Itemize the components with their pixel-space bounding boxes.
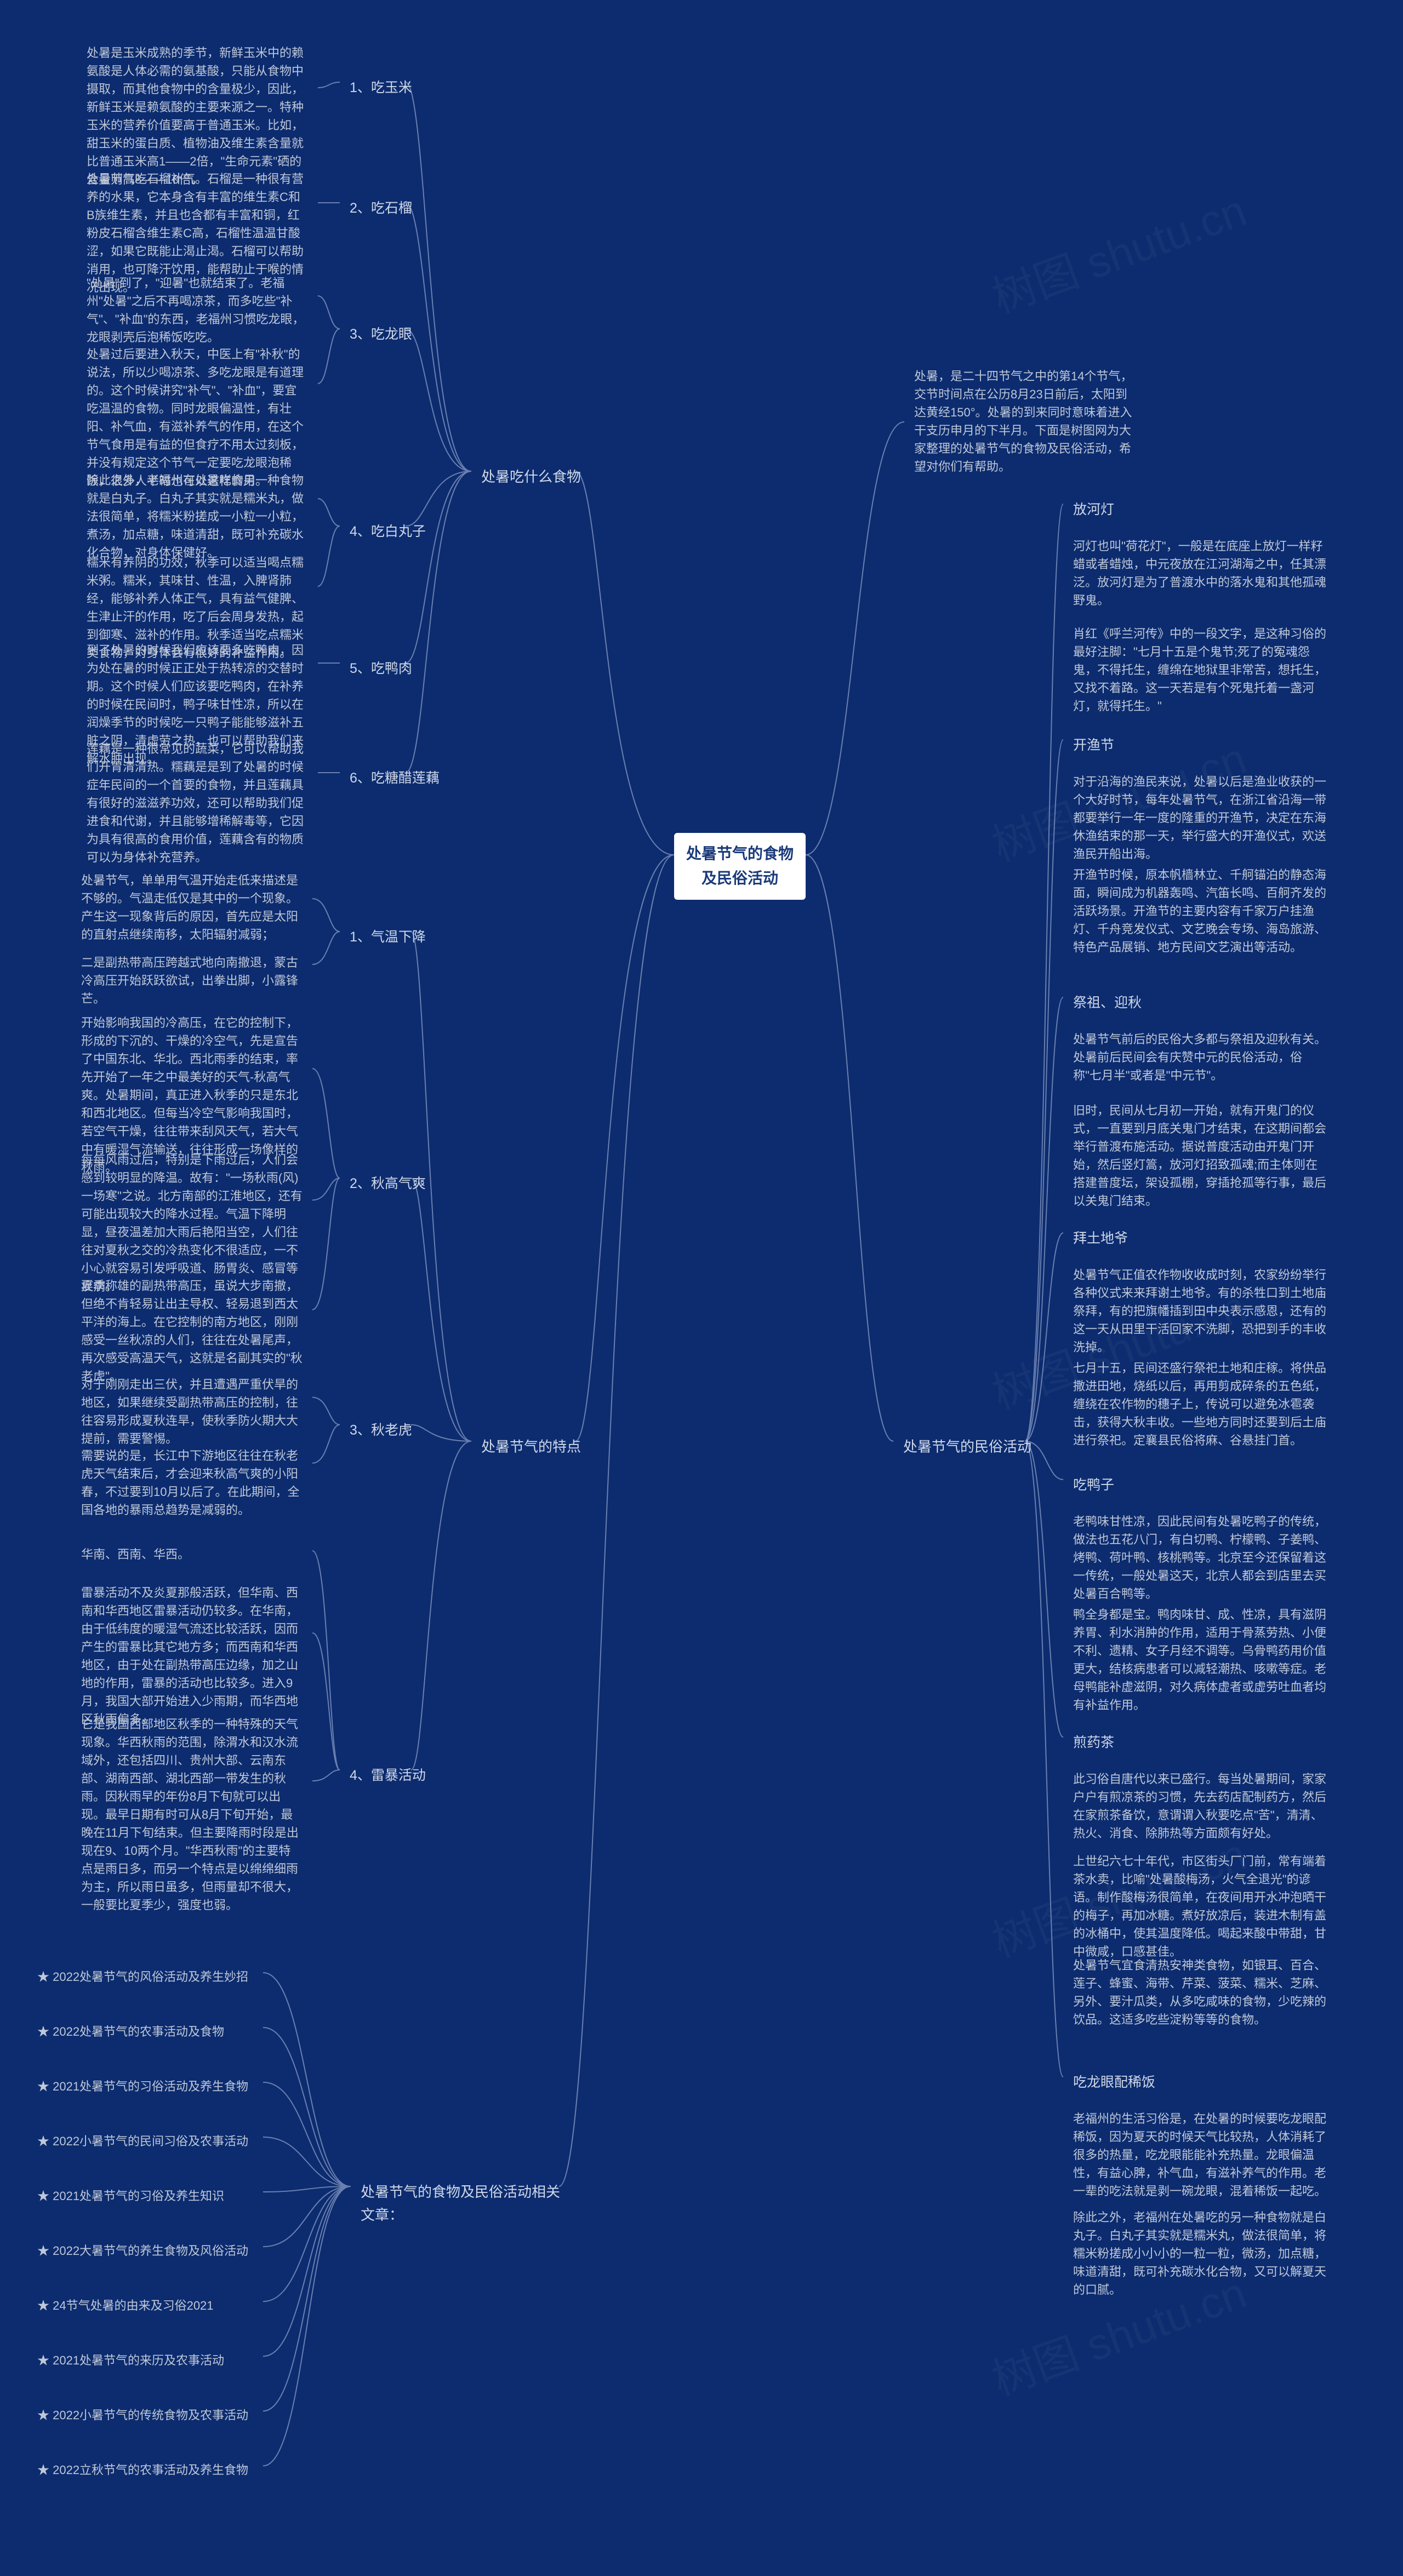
feature-leaf: 处暑节气，单单用气温开始走低来描述是不够的。气温走低仅是其中的一个现象。产生这一… bbox=[71, 866, 312, 949]
root-node: 处暑节气的食物及民俗活动 bbox=[674, 833, 806, 900]
related-link[interactable]: ★ 2022处暑节气的农事活动及食物 bbox=[27, 2017, 234, 2047]
feature-leaf: 需要说的是，长江中下游地区往往在秋老虎天气结束后，才会迎来秋高气爽的小阳春，不过… bbox=[71, 1441, 312, 1524]
related-link[interactable]: ★ 24节气处暑的由来及习俗2021 bbox=[27, 2291, 224, 2321]
food-leaf: 莲藕是一种很常见的蔬菜，它可以帮助我们开胃清清热。糯藕是是到了处暑的时候症年民间… bbox=[77, 734, 318, 872]
custom-leaf: 对于沿海的渔民来说，处暑以后是渔业收获的一个大好时节，每年处暑节气，在浙江省沿海… bbox=[1063, 767, 1337, 869]
related-link[interactable]: ★ 2022小暑节气的传统食物及农事活动 bbox=[27, 2400, 258, 2430]
custom-leaf: 除此之外，老福州在处暑吃的另一种食物就是白丸子。白丸子其实就是糯米丸，做法很简单… bbox=[1063, 2203, 1337, 2304]
custom-leaf: 河灯也叫"荷花灯"，一般是在底座上放灯一样籽蜡或者蜡烛，中元夜放在江河湖海之中，… bbox=[1063, 532, 1337, 615]
branch-foods: 处暑吃什么食物 bbox=[471, 460, 591, 494]
watermark: 树图 shutu.cn bbox=[983, 176, 1256, 333]
related-link[interactable]: ★ 2021处暑节气的习俗及养生知识 bbox=[27, 2181, 234, 2211]
feature-item-1: 1、气温下降 bbox=[340, 921, 436, 953]
related-link[interactable]: ★ 2022小暑节气的民间习俗及农事活动 bbox=[27, 2126, 258, 2156]
feature-item-4: 4、雷暴活动 bbox=[340, 1759, 436, 1792]
food-item-4: 4、吃白丸子 bbox=[340, 515, 436, 548]
custom-leaf: 此习俗自唐代以来已盛行。每当处暑期间，家家户户有煎凉茶的习惯，先去药店配制药方，… bbox=[1063, 1764, 1337, 1848]
feature-leaf: 它是我国西部地区秋季的一种特殊的天气现象。华西秋雨的范围，除渭水和汉水流域外，还… bbox=[71, 1710, 312, 1920]
feature-item-3: 3、秋老虎 bbox=[340, 1414, 422, 1447]
food-item-2: 2、吃石榴 bbox=[340, 192, 422, 225]
custom-leaf: 旧时，民间从七月初一开始，就有开鬼门的仪式，一直要到月底关鬼门才结束，在这期间都… bbox=[1063, 1096, 1337, 1215]
custom-item-1: 放河灯 bbox=[1063, 493, 1124, 526]
food-item-3: 3、吃龙眼 bbox=[340, 318, 422, 351]
custom-item-4: 拜土地爷 bbox=[1063, 1222, 1138, 1255]
custom-item-5: 吃鸭子 bbox=[1063, 1469, 1124, 1501]
custom-leaf: 处暑节气正值农作物收收成时刻，农家纷纷举行各种仪式来来拜谢土地爷。有的杀牲口到土… bbox=[1063, 1260, 1337, 1362]
custom-leaf: 老鸭味甘性凉，因此民间有处暑吃鸭子的传统，做法也五花八门，有白切鸭、柠檬鸭、子姜… bbox=[1063, 1507, 1337, 1608]
custom-leaf: 老福州的生活习俗是，在处暑的时候要吃龙眼配稀饭，因为夏天的时候天气比较热，人体消… bbox=[1063, 2104, 1337, 2206]
related-link[interactable]: ★ 2022大暑节气的养生食物及风俗活动 bbox=[27, 2236, 258, 2266]
custom-leaf: 处暑节气宜食清热安神类食物，如银耳、百合、莲子、蜂蜜、海带、芹菜、菠菜、糯米、芝… bbox=[1063, 1951, 1337, 2034]
related-link[interactable]: ★ 2021处暑节气的来历及农事活动 bbox=[27, 2345, 234, 2375]
food-item-5: 5、吃鸭肉 bbox=[340, 652, 422, 685]
custom-item-2: 开渔节 bbox=[1063, 729, 1124, 762]
branch-features: 处暑节气的特点 bbox=[471, 1430, 591, 1464]
custom-leaf: 开渔节时候，原本帆樯林立、千舸锚泊的静态海面，瞬间成为机器轰鸣、汽笛长鸣、百舸齐… bbox=[1063, 860, 1337, 962]
branch-customs: 处暑节气的民俗活动 bbox=[893, 1430, 1041, 1464]
custom-item-3: 祭祖、迎秋 bbox=[1063, 986, 1151, 1019]
custom-leaf: 七月十五，民间还盛行祭祀土地和庄稼。将供品撒进田地，烧纸以后，再用剪成碎条的五色… bbox=[1063, 1353, 1337, 1455]
custom-leaf: 处暑节气前后的民俗大多都与祭祖及迎秋有关。处暑前后民间会有庆赞中元的民俗活动，俗… bbox=[1063, 1025, 1337, 1090]
custom-leaf: 上世纪六七十年代，市区街头厂门前，常有端着茶水卖，比喻"处暑酸梅汤，火气全退光"… bbox=[1063, 1847, 1337, 1966]
custom-item-6: 煎药茶 bbox=[1063, 1726, 1124, 1759]
custom-leaf: 肖红《呼兰河传》中的一段文字，是这种习俗的最好注脚："七月十五是个鬼节;死了的冤… bbox=[1063, 619, 1337, 721]
related-link[interactable]: ★ 2021处暑节气的习俗活动及养生食物 bbox=[27, 2071, 258, 2101]
related-link[interactable]: ★ 2022处暑节气的风俗活动及养生妙招 bbox=[27, 1962, 258, 1992]
food-item-1: 1、吃玉米 bbox=[340, 71, 422, 104]
custom-leaf: 鸭全身都是宝。鸭肉味甘、成、性凉，具有滋阴养胃、利水消肿的作用，适用于骨蒸劳热、… bbox=[1063, 1600, 1337, 1720]
custom-item-7: 吃龙眼配稀饭 bbox=[1063, 2066, 1165, 2099]
branch-related: 处暑节气的食物及民俗活动相关文章： bbox=[351, 2175, 581, 2232]
related-link[interactable]: ★ 2022立秋节气的农事活动及养生食物 bbox=[27, 2455, 258, 2485]
feature-item-2: 2、秋高气爽 bbox=[340, 1167, 436, 1200]
feature-leaf: 二是副热带高压跨越式地向南撤退，蒙古冷高压开始跃跃欲试，出拳出脚，小露锋芒。 bbox=[71, 948, 312, 1013]
food-item-6: 6、吃糖醋莲藕 bbox=[340, 762, 449, 795]
feature-leaf: 华南、西南、华西。 bbox=[71, 1540, 312, 1569]
intro-text: 处暑，是二十四节气之中的第14个节气，交节时间点在公历8月23日前后，太阳到达黄… bbox=[904, 362, 1145, 481]
